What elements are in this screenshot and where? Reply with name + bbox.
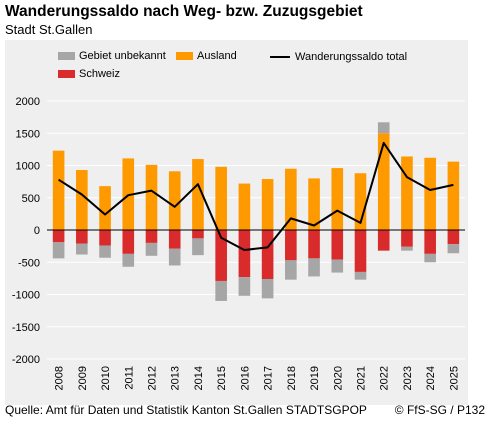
x-tick-label: 2025 [448, 366, 460, 390]
bar-swiss [285, 230, 297, 261]
bar-swiss [354, 230, 367, 272]
x-tick-label: 2009 [77, 366, 89, 390]
legend-label-unknown: Gebiet unbekannt [79, 50, 166, 62]
bar-abroad [192, 159, 204, 230]
x-tick-label: 2020 [332, 366, 344, 390]
y-tick-label: 1000 [16, 161, 40, 173]
x-tick-label: 2023 [402, 366, 414, 390]
x-tick-label: 2017 [263, 366, 275, 390]
bar-abroad [168, 171, 181, 230]
bar-abroad [308, 178, 320, 230]
bar-unknown [238, 277, 251, 296]
x-tick-label: 2010 [100, 366, 112, 390]
bar-swiss [192, 230, 204, 239]
bar-abroad [76, 170, 88, 230]
bar-swiss [215, 230, 227, 281]
legend-label-total: Wanderungssaldo total [295, 51, 408, 63]
bar-unknown [122, 253, 135, 267]
bar-swiss [238, 230, 251, 278]
bar-swiss [76, 230, 88, 244]
bar-unknown [192, 238, 204, 256]
bar-unknown [52, 242, 65, 259]
legend-item-swiss: Schweiz [58, 68, 120, 80]
bar-abroad [401, 156, 413, 230]
bar-abroad [447, 161, 460, 230]
bar-abroad [331, 168, 344, 230]
bar-swiss [52, 230, 65, 243]
bar-abroad [52, 150, 65, 230]
bar-abroad [377, 133, 390, 230]
credit-note: © FfS-SG / P132 [394, 403, 485, 417]
bar-unknown [261, 279, 274, 299]
bar-unknown [215, 280, 227, 301]
bar-swiss [145, 230, 158, 243]
bar-swiss [331, 230, 344, 260]
bar-unknown [354, 271, 367, 280]
x-tick-label: 2012 [147, 366, 159, 390]
bar-unknown [424, 253, 436, 263]
bar-abroad [215, 166, 227, 230]
legend-swatch-swiss [58, 70, 75, 78]
bar-abroad [99, 186, 111, 230]
y-tick-label: -500 [18, 257, 40, 269]
bar-abroad [424, 157, 436, 230]
bar-swiss [447, 230, 460, 245]
bar-swiss [424, 230, 436, 254]
x-tick-label: 2022 [379, 366, 391, 390]
y-tick-label: -1000 [12, 290, 40, 302]
y-tick-label: 2000 [16, 96, 40, 108]
chart-subtitle: Stadt St.Gallen [5, 22, 93, 37]
x-tick-label: 2024 [425, 366, 437, 390]
bar-swiss [308, 230, 320, 259]
bar-swiss [122, 230, 135, 254]
y-tick-label: 500 [22, 193, 40, 205]
bar-unknown [331, 259, 344, 273]
legend-item-total: Wanderungssaldo total [270, 51, 407, 63]
bar-swiss [377, 230, 390, 251]
x-tick-label: 2013 [170, 366, 182, 390]
legend-label-swiss: Schweiz [79, 68, 120, 80]
y-tick-label: -2000 [12, 354, 40, 366]
chart-title: Wanderungssaldo nach Weg- bzw. Zuzugsgeb… [5, 3, 363, 20]
bar-swiss [401, 230, 413, 247]
x-tick-label: 2011 [123, 366, 135, 390]
x-tick-label: 2016 [239, 366, 251, 390]
series-line-total [58, 141, 454, 251]
x-tick-label: 2008 [54, 366, 66, 390]
bar-swiss [168, 230, 181, 249]
legend-item-abroad: Ausland [176, 50, 237, 62]
bar-unknown [285, 260, 297, 280]
y-tick-label: 1500 [16, 128, 40, 140]
y-tick-label: -1500 [12, 322, 40, 334]
bar-abroad [261, 179, 274, 230]
x-tick-label: 2018 [286, 366, 298, 390]
legend-swatch-unknown [58, 52, 75, 60]
bar-unknown [401, 246, 413, 251]
bar-swiss [99, 230, 111, 246]
source-note: Quelle: Amt für Daten und Statistik Kant… [5, 403, 367, 417]
bar-unknown [377, 122, 390, 134]
bar-unknown [308, 258, 320, 277]
legend-line-total [270, 56, 290, 58]
legend-item-unknown: Gebiet unbekannt [58, 50, 166, 62]
bar-abroad [238, 183, 251, 230]
bar-unknown [145, 242, 158, 256]
bar-unknown [168, 248, 181, 266]
bar-unknown [447, 244, 460, 254]
bar-swiss [261, 230, 274, 280]
y-tick-label: 0 [34, 225, 40, 237]
legend-swatch-abroad [176, 52, 193, 60]
bar-abroad [145, 164, 158, 230]
bar-abroad [285, 168, 297, 230]
legend-label-abroad: Ausland [197, 50, 237, 62]
x-tick-label: 2021 [356, 366, 368, 390]
bar-unknown [76, 243, 88, 255]
x-tick-label: 2014 [193, 366, 205, 390]
x-tick-label: 2015 [216, 366, 228, 390]
x-tick-label: 2019 [309, 366, 321, 390]
bar-unknown [99, 245, 111, 258]
bar-abroad [354, 173, 367, 230]
